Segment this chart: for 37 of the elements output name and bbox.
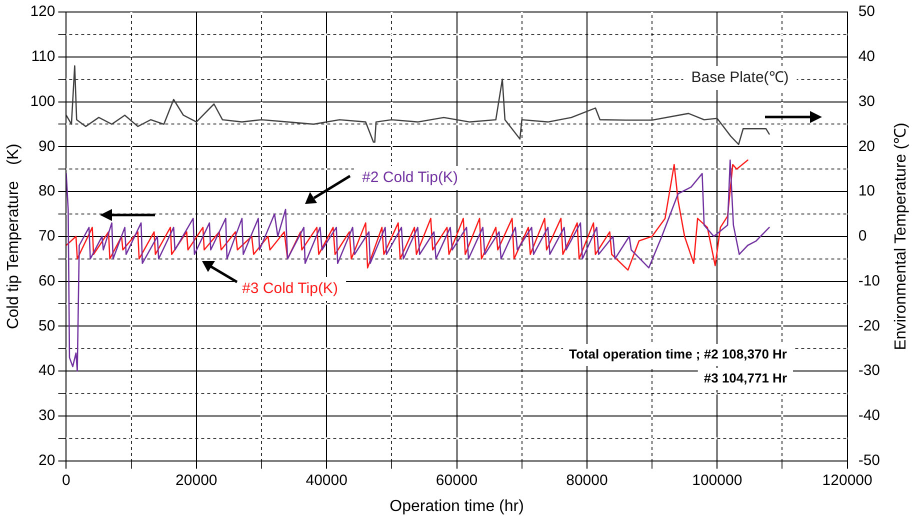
- x-tick-label: 120000: [822, 472, 872, 489]
- y-axis-title: Cold tip Temperature (K): [5, 144, 22, 330]
- annotation: #3 104,771 Hr: [704, 370, 787, 386]
- x-tick-label: 20000: [176, 472, 218, 489]
- y2-tick-label: 0: [858, 228, 867, 245]
- y-tick-label: 70: [38, 228, 56, 245]
- y2-tick-label: -30: [858, 362, 880, 380]
- x-axis-title: Operation time (hr): [390, 498, 524, 515]
- y2-tick-label: 40: [858, 48, 876, 66]
- x-tick-label: 80000: [566, 472, 608, 489]
- y2-tick-label: 10: [858, 182, 876, 200]
- y-tick-label: 20: [38, 452, 56, 469]
- y-tick-label: 120: [30, 3, 56, 20]
- y2-tick-label: -10: [858, 272, 880, 290]
- y2-tick-label: -50: [858, 452, 880, 469]
- y-tick-label: 100: [30, 92, 56, 110]
- annotation: Total operation time ; #2 108,370 Hr: [569, 346, 787, 362]
- x-tick-label: 0: [62, 472, 70, 489]
- y-tick-label: 50: [38, 317, 56, 334]
- y-tick-label: 40: [38, 362, 56, 380]
- x-tick-label: 100000: [692, 472, 742, 489]
- y-tick-label: 60: [38, 272, 56, 290]
- y2-tick-label: 30: [858, 92, 876, 110]
- y-tick-label: 80: [38, 182, 56, 200]
- series-label: #3 Cold Tip(K): [242, 280, 338, 298]
- y2-tick-label: -40: [858, 407, 880, 424]
- y-tick-label: 30: [38, 407, 56, 424]
- y-tick-label: 110: [31, 48, 56, 66]
- y-tick-label: 90: [38, 138, 56, 155]
- text: #2 Cold Tip(K): [362, 169, 458, 186]
- y2-axis-title: Environmental Temperature (℃): [892, 122, 910, 350]
- x-tick-label: 60000: [436, 472, 478, 489]
- series-label: Base Plate(℃): [691, 69, 789, 86]
- y2-tick-label: -20: [858, 317, 880, 334]
- x-tick-label: 40000: [306, 472, 348, 489]
- y2-tick-label: 50: [858, 3, 876, 20]
- y2-tick-label: 20: [858, 138, 876, 155]
